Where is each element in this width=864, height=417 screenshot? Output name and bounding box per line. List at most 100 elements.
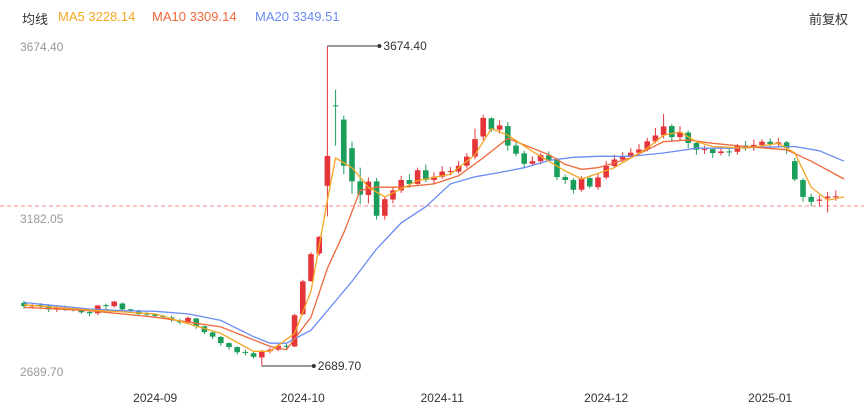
candle-body	[734, 145, 741, 152]
candle	[373, 178, 380, 220]
candle	[775, 137, 782, 147]
candle	[283, 343, 290, 350]
candle	[792, 157, 798, 182]
price-annotation: 3674.40	[327, 39, 427, 53]
y-axis-labels: 3674.40 3182.05 2689.70	[20, 40, 64, 379]
candle	[308, 252, 314, 283]
x-tick-label: 2025-01	[748, 391, 792, 405]
candle-body	[701, 149, 708, 151]
candle	[259, 349, 265, 366]
candle	[119, 302, 126, 312]
candle	[201, 325, 208, 335]
price-annotation: 2689.70	[261, 359, 362, 373]
candle	[300, 279, 306, 316]
x-tick-label: 2024-09	[133, 391, 177, 405]
candle-body	[833, 196, 839, 198]
candle-body	[628, 152, 634, 157]
candle-body	[152, 314, 158, 316]
candle-body	[488, 118, 495, 130]
candle-body	[291, 315, 298, 347]
candle	[414, 167, 421, 186]
candle-body	[554, 159, 560, 178]
candle-body	[431, 176, 437, 181]
candle	[291, 313, 298, 348]
candle-body	[86, 311, 93, 314]
candle-body	[595, 177, 601, 188]
candle-body	[529, 161, 536, 164]
candle-body	[127, 309, 134, 311]
x-tick-label: 2024-11	[421, 391, 464, 405]
candle	[144, 311, 150, 317]
candle	[824, 192, 831, 213]
candle-body	[414, 170, 421, 184]
candle-body	[144, 313, 150, 315]
candle	[660, 114, 667, 139]
indicator-title: 均线	[22, 12, 49, 27]
candle-body	[226, 343, 232, 348]
candle-body	[45, 305, 52, 310]
candle	[242, 349, 249, 356]
price-adjust-toggle[interactable]: 前复权	[808, 12, 848, 27]
candle-body	[111, 301, 117, 307]
candle	[226, 342, 232, 350]
candle-body	[537, 154, 544, 162]
candle-body	[652, 135, 659, 142]
candle	[710, 147, 716, 158]
candle-body	[308, 254, 314, 282]
candle-body	[382, 199, 388, 216]
candle-body	[324, 155, 331, 186]
candle-body	[710, 149, 716, 154]
candle	[341, 115, 347, 175]
candle	[652, 128, 659, 144]
candle-body	[644, 141, 650, 150]
candle-body	[767, 141, 773, 144]
candle	[111, 300, 117, 308]
candle-body	[619, 156, 626, 160]
candle	[595, 172, 601, 190]
candle-body	[562, 177, 568, 181]
candle-body	[636, 149, 642, 153]
candle	[718, 148, 724, 156]
candle-body	[792, 161, 798, 180]
candle-body	[423, 170, 429, 181]
candle	[554, 157, 560, 181]
candle-body	[103, 305, 109, 307]
y-tick-label: 3182.05	[20, 212, 64, 226]
ma20-legend: MA20 3349.51	[255, 9, 340, 24]
candle-body	[480, 117, 486, 137]
candle-body	[234, 347, 240, 353]
annotation-dot	[377, 44, 382, 48]
ma10-legend: MA10 3309.14	[152, 9, 237, 24]
candle-body	[218, 336, 224, 344]
candle	[521, 150, 527, 168]
candle-body	[587, 178, 593, 187]
candle	[677, 126, 683, 141]
annotation-dot	[311, 364, 316, 368]
candle-body	[816, 199, 823, 201]
candle-body	[185, 317, 191, 323]
candle-body	[455, 165, 462, 172]
candle	[767, 138, 773, 148]
candle-body	[718, 151, 724, 154]
candle-body	[357, 181, 363, 195]
candle	[726, 147, 732, 157]
candle-body	[341, 119, 347, 166]
candle	[808, 193, 814, 207]
annotation-label: 3674.40	[383, 39, 427, 53]
candle-body	[390, 190, 396, 200]
annotation-label: 2689.70	[318, 359, 362, 373]
candle	[529, 156, 536, 167]
candle-body	[439, 171, 445, 177]
candle	[250, 351, 257, 359]
price-annotations: 3674.40 2689.70	[261, 39, 427, 373]
candle-body	[726, 151, 732, 153]
candle-body	[513, 145, 519, 154]
x-axis-labels: 2024-09 2024-10 2024-11 2024-12 2025-01	[133, 391, 792, 405]
candle-body	[603, 166, 609, 178]
candle-body	[267, 349, 273, 352]
y-tick-label: 3674.40	[20, 40, 64, 54]
chart-header: 均线 MA5 3228.14 MA10 3309.14 MA20 3349.51…	[0, 0, 864, 32]
ma20-line	[23, 145, 845, 344]
candle-body	[332, 105, 339, 107]
candle	[800, 178, 806, 202]
